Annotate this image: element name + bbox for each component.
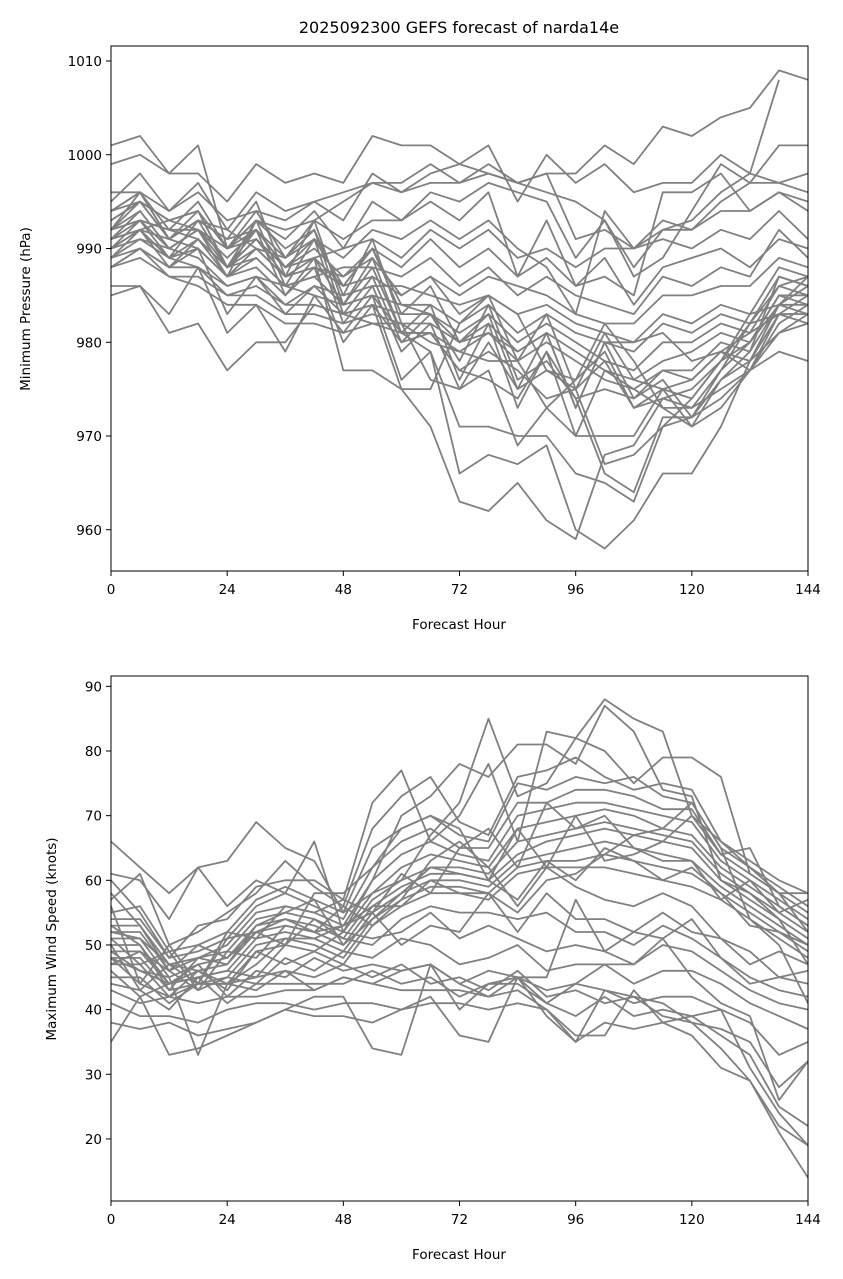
wind-x-tick-label-0: 0 (107, 1212, 116, 1228)
wind-y-tick-label-40: 40 (85, 1003, 102, 1019)
wind-member-line-20 (110, 911, 809, 1011)
pressure-series-group (110, 69, 809, 550)
wind-series-group (110, 698, 809, 1179)
wind-y-tick-label-80: 80 (85, 744, 102, 760)
pressure-member-line-27 (110, 266, 808, 503)
wind-panel: 0 24 48 72 96 120 144 20 30 40 50 60 70 80 90 Forecas… (44, 675, 821, 1263)
pressure-member-line-26 (111, 285, 809, 447)
wind-member-line-14 (110, 814, 808, 972)
chart-title: 2025092300 GEFS forecast of narda14e (299, 18, 619, 37)
wind-x-tick-label-72: 72 (451, 1212, 468, 1228)
wind-x-tick-label-120: 120 (679, 1212, 705, 1228)
wind-member-line-3 (110, 730, 809, 959)
pressure-x-axis-label: Forecast Hour (412, 617, 506, 633)
wind-member-line-30 (110, 801, 809, 1004)
pressure-y-axis-label: Minimum Pressure (hPa) (18, 227, 34, 391)
pressure-x-tick-label-144: 144 (795, 582, 821, 598)
wind-member-line-15 (110, 801, 809, 985)
wind-member-line-27 (110, 976, 809, 1147)
pressure-member-line-7 (110, 191, 809, 315)
pressure-member-line-29 (110, 219, 809, 550)
pressure-x-tick-label-24: 24 (219, 582, 236, 598)
pressure-member-line-6 (110, 172, 809, 297)
pressure-member-line-4 (110, 144, 808, 278)
wind-member-line-19 (110, 905, 809, 998)
pressure-x-tick-label-0: 0 (107, 582, 116, 598)
pressure-member-line-30 (110, 228, 809, 465)
wind-member-line-4 (110, 756, 809, 946)
wind-y-tick-label-60: 60 (85, 873, 102, 889)
wind-member-line-17 (110, 840, 809, 992)
wind-member-line-21 (110, 937, 809, 1030)
wind-member-line-16 (110, 847, 809, 992)
wind-y-tick-label-70: 70 (85, 809, 102, 825)
pressure-member-line-2 (110, 79, 780, 203)
wind-x-tick-label-24: 24 (219, 1212, 236, 1228)
wind-y-axis-label: Maximum Wind Speed (knots) (44, 837, 60, 1040)
wind-member-line-26 (110, 989, 809, 1179)
pressure-y-tick-label-960: 960 (76, 523, 102, 539)
wind-x-tick-label-96: 96 (567, 1212, 584, 1228)
pressure-y-tick-label-1010: 1010 (68, 54, 102, 70)
pressure-x-tick-label-120: 120 (679, 582, 705, 598)
wind-member-line-7 (111, 801, 809, 966)
pressure-x-tick-label-96: 96 (567, 582, 584, 598)
pressure-y-tick-label-980: 980 (76, 335, 102, 351)
wind-x-tick-label-144: 144 (795, 1212, 821, 1228)
wind-member-line-25 (110, 976, 809, 1147)
pressure-member-line-28 (110, 191, 809, 540)
pressure-y-axis: 960 970 980 990 1000 1010 (68, 54, 111, 539)
wind-member-line-29 (110, 918, 809, 1056)
pressure-panel: 2025092300 GEFS forecast of narda14e 0 24… (18, 18, 821, 633)
pressure-y-tick-label-1000: 1000 (68, 148, 102, 164)
pressure-x-axis: 0 24 48 72 96 120 144 (107, 571, 821, 598)
wind-y-axis: 20 30 40 50 60 70 80 90 (85, 679, 111, 1148)
wind-member-line-2 (110, 704, 809, 965)
wind-y-tick-label-30: 30 (85, 1067, 102, 1083)
pressure-y-tick-label-990: 990 (76, 242, 102, 258)
wind-y-tick-label-20: 20 (85, 1132, 102, 1148)
wind-x-axis: 0 24 48 72 96 120 144 (107, 1201, 821, 1228)
wind-y-tick-label-50: 50 (85, 938, 102, 954)
pressure-y-tick-label-970: 970 (76, 429, 102, 445)
wind-x-axis-label: Forecast Hour (412, 1247, 506, 1263)
pressure-x-tick-label-72: 72 (451, 582, 468, 598)
wind-member-line-28 (110, 898, 809, 1101)
pressure-x-tick-label-48: 48 (335, 582, 352, 598)
wind-x-tick-label-48: 48 (335, 1212, 352, 1228)
wind-y-tick-label-90: 90 (85, 679, 102, 695)
